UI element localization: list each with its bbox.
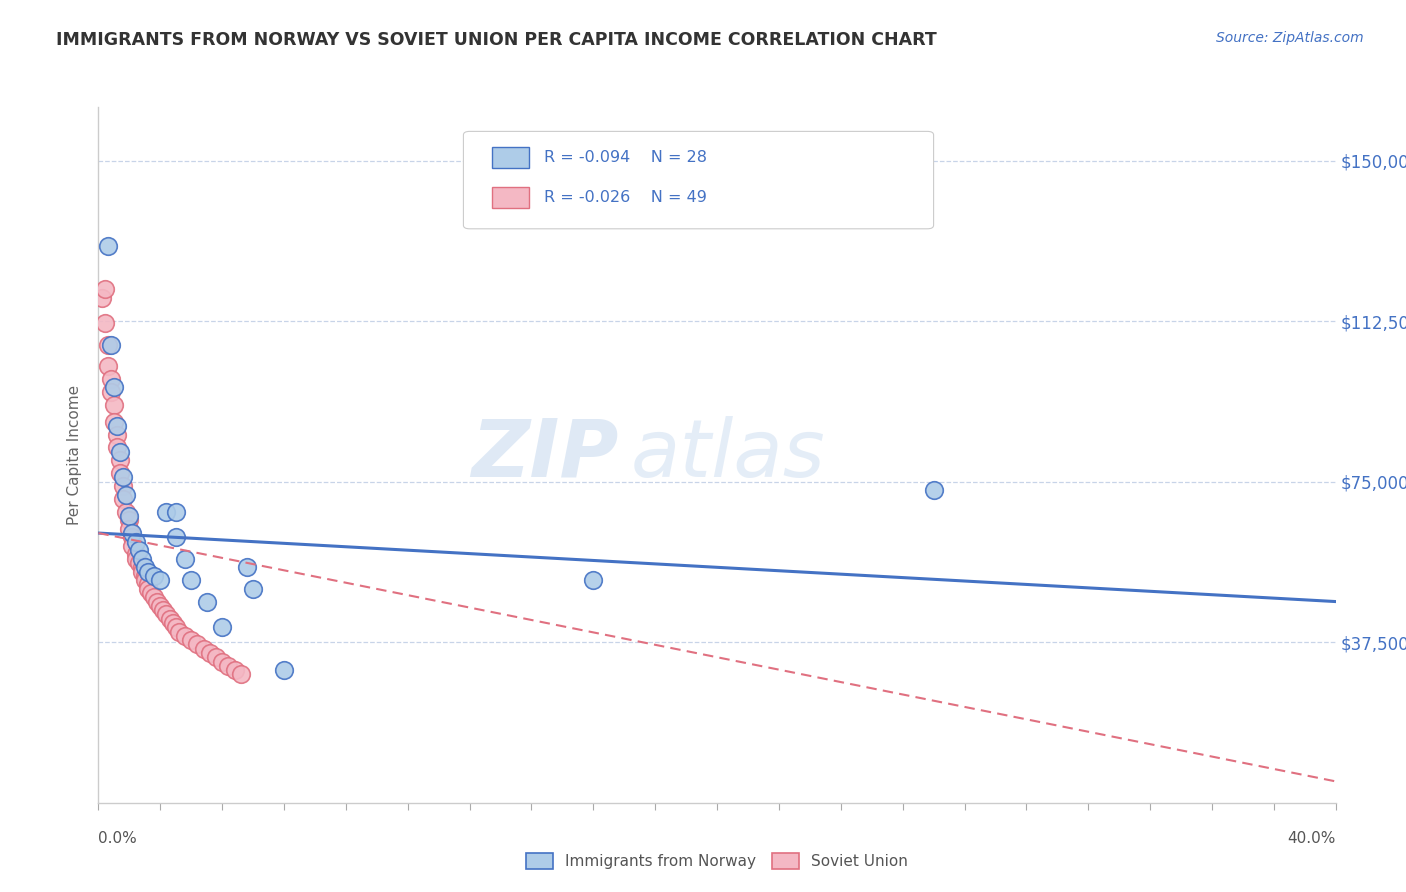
Y-axis label: Per Capita Income: Per Capita Income: [67, 384, 83, 525]
Text: ZIP: ZIP: [471, 416, 619, 494]
FancyBboxPatch shape: [464, 131, 934, 229]
Point: [118, 513, 141, 527]
Legend: Immigrants from Norway, Soviet Union: Immigrants from Norway, Soviet Union: [520, 847, 914, 875]
Point: [165, 505, 187, 519]
Point: [128, 556, 150, 570]
Point: [105, 419, 128, 434]
Point: [100, 337, 122, 351]
Point: [121, 539, 143, 553]
Point: [105, 427, 128, 442]
Text: Source: ZipAtlas.com: Source: ZipAtlas.com: [1216, 31, 1364, 45]
Point: [149, 573, 172, 587]
FancyBboxPatch shape: [492, 146, 529, 168]
Point: [103, 380, 125, 394]
Point: [224, 663, 246, 677]
Point: [174, 551, 197, 566]
Point: [217, 658, 239, 673]
Text: atlas: atlas: [630, 416, 825, 494]
Text: R = -0.026    N = 49: R = -0.026 N = 49: [544, 190, 707, 205]
Point: [131, 560, 153, 574]
Point: [118, 508, 141, 523]
Point: [103, 415, 125, 429]
Point: [165, 620, 187, 634]
Point: [108, 444, 131, 458]
Point: [124, 534, 146, 549]
Point: [112, 479, 135, 493]
Point: [100, 372, 122, 386]
Point: [155, 505, 177, 519]
Point: [108, 453, 131, 467]
Text: 40.0%: 40.0%: [1288, 830, 1336, 846]
Point: [198, 646, 221, 660]
Point: [131, 551, 153, 566]
Point: [273, 663, 295, 677]
Point: [139, 586, 162, 600]
Point: [134, 569, 156, 583]
Point: [128, 543, 150, 558]
Point: [922, 483, 945, 498]
Point: [124, 548, 146, 562]
Point: [134, 560, 156, 574]
Point: [134, 573, 156, 587]
Text: IMMIGRANTS FROM NORWAY VS SOVIET UNION PER CAPITA INCOME CORRELATION CHART: IMMIGRANTS FROM NORWAY VS SOVIET UNION P…: [56, 31, 936, 49]
Point: [97, 239, 120, 253]
Point: [186, 637, 208, 651]
Point: [167, 624, 190, 639]
Point: [193, 641, 215, 656]
Point: [152, 603, 174, 617]
Point: [131, 565, 153, 579]
Point: [211, 620, 233, 634]
Point: [118, 522, 141, 536]
Point: [97, 337, 120, 351]
Point: [93, 282, 115, 296]
Point: [195, 594, 218, 608]
Point: [143, 569, 166, 583]
Point: [121, 530, 143, 544]
Point: [97, 359, 120, 373]
Point: [229, 667, 252, 681]
Point: [90, 291, 112, 305]
Point: [136, 577, 159, 591]
Point: [180, 573, 202, 587]
Point: [149, 599, 172, 613]
Point: [155, 607, 177, 622]
Point: [136, 582, 159, 596]
Point: [121, 526, 143, 541]
Point: [115, 487, 138, 501]
Text: 0.0%: 0.0%: [98, 830, 138, 846]
Point: [165, 530, 187, 544]
Point: [103, 398, 125, 412]
Point: [174, 629, 197, 643]
Point: [162, 615, 184, 630]
Point: [112, 470, 135, 484]
Point: [100, 384, 122, 399]
Point: [93, 316, 115, 330]
Point: [105, 441, 128, 455]
Point: [236, 560, 259, 574]
Point: [146, 594, 169, 608]
Text: R = -0.094    N = 28: R = -0.094 N = 28: [544, 150, 707, 165]
Point: [180, 633, 202, 648]
Point: [205, 650, 228, 665]
Point: [124, 551, 146, 566]
Point: [211, 655, 233, 669]
Point: [143, 591, 166, 605]
Point: [108, 466, 131, 480]
Point: [159, 612, 181, 626]
FancyBboxPatch shape: [492, 187, 529, 208]
Point: [136, 565, 159, 579]
Point: [582, 573, 605, 587]
Point: [242, 582, 264, 596]
Point: [115, 505, 138, 519]
Point: [112, 491, 135, 506]
